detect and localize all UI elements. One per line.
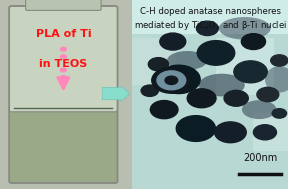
Bar (132, 34, 288, 189)
Bar (132, 38, 176, 85)
Circle shape (60, 68, 66, 72)
Text: PLA of Ti: PLA of Ti (35, 29, 91, 39)
FancyArrow shape (102, 86, 130, 102)
Circle shape (60, 55, 66, 59)
Text: 200nm: 200nm (243, 153, 277, 163)
Circle shape (271, 55, 288, 66)
Circle shape (150, 101, 178, 119)
Circle shape (165, 76, 178, 84)
FancyBboxPatch shape (9, 6, 118, 112)
Circle shape (160, 33, 186, 50)
Circle shape (197, 41, 235, 65)
Circle shape (253, 125, 276, 140)
Ellipse shape (265, 66, 288, 93)
Ellipse shape (167, 51, 207, 70)
Circle shape (157, 65, 200, 94)
Ellipse shape (242, 100, 276, 119)
FancyBboxPatch shape (26, 0, 101, 10)
Circle shape (60, 76, 66, 79)
Circle shape (272, 109, 287, 118)
Circle shape (196, 21, 218, 36)
Bar (216, 38, 274, 94)
Circle shape (148, 58, 168, 71)
Text: in TEOS: in TEOS (39, 59, 88, 69)
Circle shape (157, 71, 186, 90)
Circle shape (152, 67, 191, 93)
Circle shape (141, 85, 158, 96)
Text: C-H doped anatase nanospheres: C-H doped anatase nanospheres (140, 7, 281, 16)
Circle shape (60, 47, 66, 51)
Bar (0, 0, 132, 189)
Bar (132, 0, 288, 189)
Circle shape (257, 87, 279, 102)
Ellipse shape (199, 74, 245, 96)
Circle shape (224, 90, 248, 106)
Circle shape (215, 122, 246, 143)
Circle shape (241, 34, 266, 50)
Circle shape (187, 89, 216, 108)
Text: mediated by TiC$_x$O$_y$ and β-Ti nuclei: mediated by TiC$_x$O$_y$ and β-Ti nuclei (134, 20, 287, 33)
Bar (253, 113, 288, 151)
Ellipse shape (219, 17, 271, 40)
Circle shape (176, 116, 215, 141)
Circle shape (234, 61, 267, 83)
FancyBboxPatch shape (9, 107, 118, 183)
